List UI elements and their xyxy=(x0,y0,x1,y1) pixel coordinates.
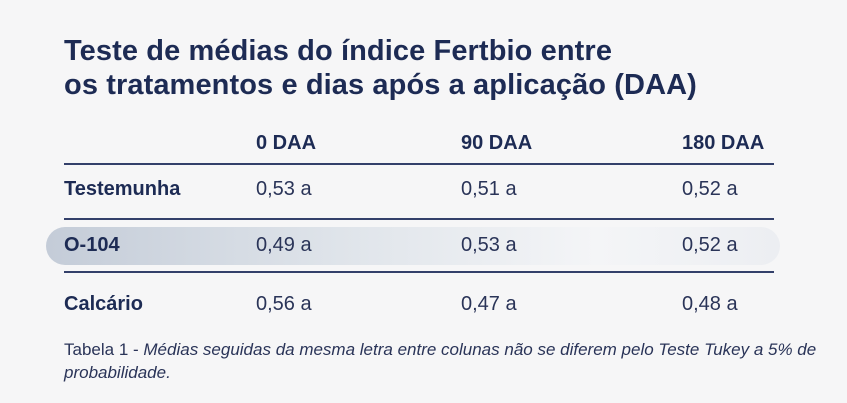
row-label-o-104: O-104 xyxy=(64,234,120,256)
table-cell: 0,49 a xyxy=(256,234,312,256)
table-title: Teste de médias do índice Fertbio entre … xyxy=(64,34,804,102)
table-cell: 0,52 a xyxy=(682,178,738,200)
table-divider xyxy=(64,271,774,273)
row-label-calcario: Calcário xyxy=(64,293,143,315)
table-divider xyxy=(64,163,774,165)
table-cell: 0,48 a xyxy=(682,293,738,315)
table-cell: 0,53 a xyxy=(256,178,312,200)
title-line-1: Teste de médias do índice Fertbio entre xyxy=(64,35,613,67)
table-cell: 0,53 a xyxy=(461,234,517,256)
table-cell: 0,47 a xyxy=(461,293,517,315)
title-line-2: os tratamentos e dias após a aplicação (… xyxy=(64,69,697,101)
table-cell: 0,52 a xyxy=(682,234,738,256)
table-caption: Tabela 1 - Médias seguidas da mesma letr… xyxy=(64,338,824,384)
table-divider xyxy=(64,218,774,220)
caption-prefix: Tabela 1 - xyxy=(64,340,144,359)
column-header-0-daa: 0 DAA xyxy=(256,132,317,154)
table-cell: 0,56 a xyxy=(256,293,312,315)
caption-text: Médias seguidas da mesma letra entre col… xyxy=(64,340,817,382)
table-cell: 0,51 a xyxy=(461,178,517,200)
column-header-90-daa: 90 DAA xyxy=(461,132,533,154)
column-header-180-daa: 180 DAA xyxy=(682,132,765,154)
row-label-testemunha: Testemunha xyxy=(64,178,181,200)
row-highlight xyxy=(46,227,780,265)
